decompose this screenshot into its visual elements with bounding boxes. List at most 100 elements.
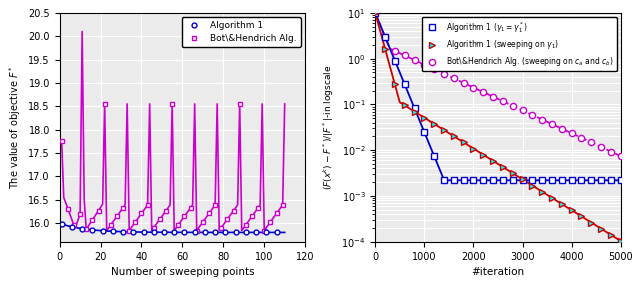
Bot\&Hendrich Alg. (sweeping on $c_a$ and $c_b$)	[420, 63, 428, 66]
Algorithm 1 (sweeping on $\gamma_1$)	[411, 110, 419, 113]
Bot\&Hendrich Alg.	[193, 229, 200, 232]
Bot\&Hendrich Alg. (sweeping on $c_a$ and $c_b$)	[440, 72, 448, 76]
Bot\&Hendrich Alg. (sweeping on $c_a$ and $c_b$)	[381, 35, 389, 38]
Algorithm 1	[242, 231, 250, 234]
Bot\&Hendrich Alg.	[76, 212, 84, 216]
Algorithm 1 ($\gamma_1 = \gamma_1^*$)	[568, 179, 575, 182]
Legend: Algorithm 1, Bot\&Hendrich Alg.: Algorithm 1, Bot\&Hendrich Alg.	[182, 17, 301, 47]
Algorithm 1	[252, 231, 260, 234]
Bot\&Hendrich Alg.	[211, 203, 219, 207]
Algorithm 1	[201, 231, 209, 234]
Bot\&Hendrich Alg.	[223, 218, 231, 221]
Bot\&Hendrich Alg. (sweeping on $c_a$ and $c_b$)	[509, 104, 516, 108]
Algorithm 1 (sweeping on $\gamma_1$)	[568, 208, 575, 212]
Algorithm 1 ($\gamma_1 = \gamma_1^*$)	[479, 179, 487, 182]
Algorithm 1 ($\gamma_1 = \gamma_1^*$)	[401, 83, 408, 86]
Bot\&Hendrich Alg.	[180, 215, 188, 218]
Bot\&Hendrich Alg. (sweeping on $c_a$ and $c_b$)	[450, 77, 458, 80]
Algorithm 1 (sweeping on $\gamma_1$)	[558, 202, 566, 206]
Algorithm 1 ($\gamma_1 = \gamma_1^*$)	[420, 130, 428, 134]
Bot\&Hendrich Alg. (sweeping on $c_a$ and $c_b$)	[499, 99, 507, 103]
Algorithm 1 (sweeping on $\gamma_1$)	[607, 233, 615, 237]
Algorithm 1	[211, 231, 219, 234]
Y-axis label: $(F(x^k) - F^*)/|F^*|$-in logscale: $(F(x^k) - F^*)/|F^*|$-in logscale	[321, 65, 336, 190]
Algorithm 1	[119, 230, 127, 233]
Algorithm 1 ($\gamma_1 = \gamma_1^*$)	[518, 179, 526, 182]
Algorithm 1 (sweeping on $\gamma_1$)	[450, 135, 458, 138]
Bot\&Hendrich Alg.	[218, 226, 225, 229]
Bot\&Hendrich Alg. (sweeping on $c_a$ and $c_b$)	[518, 109, 526, 112]
Bot\&Hendrich Alg. (sweeping on $c_a$ and $c_b$)	[538, 118, 546, 121]
Algorithm 1 (sweeping on $\gamma_1$)	[509, 172, 516, 175]
Algorithm 1 (sweeping on $\gamma_1$)	[548, 196, 556, 200]
Algorithm 1 (sweeping on $\gamma_1$)	[529, 184, 536, 187]
Algorithm 1 (sweeping on $\gamma_1$)	[381, 47, 389, 50]
Algorithm 1 ($\gamma_1 = \gamma_1^*$)	[578, 179, 586, 182]
Bot\&Hendrich Alg.	[260, 229, 268, 232]
Bot\&Hendrich Alg. (sweeping on $c_a$ and $c_b$)	[558, 127, 566, 130]
Algorithm 1	[232, 231, 239, 234]
Algorithm 1 ($\gamma_1 = \gamma_1^*$)	[391, 59, 399, 62]
Algorithm 1	[78, 227, 86, 230]
Algorithm 1 ($\gamma_1 = \gamma_1^*$)	[371, 11, 379, 14]
Bot\&Hendrich Alg.	[107, 223, 115, 227]
Algorithm 1 (sweeping on $\gamma_1$)	[440, 128, 448, 132]
Bot\&Hendrich Alg.	[70, 224, 78, 227]
Bot\&Hendrich Alg.	[101, 102, 109, 106]
Bot\&Hendrich Alg.	[168, 102, 176, 106]
Bot\&Hendrich Alg.	[248, 215, 256, 218]
Algorithm 1 (sweeping on $\gamma_1$)	[578, 215, 586, 218]
Algorithm 1	[109, 229, 116, 233]
Bot\&Hendrich Alg. (sweeping on $c_a$ and $c_b$)	[489, 95, 497, 98]
Algorithm 1	[140, 230, 147, 234]
Algorithm 1	[170, 231, 178, 234]
Algorithm 1 ($\gamma_1 = \gamma_1^*$)	[538, 179, 546, 182]
Bot\&Hendrich Alg.	[113, 215, 121, 218]
Algorithm 1 ($\gamma_1 = \gamma_1^*$)	[607, 179, 615, 182]
Bot\&Hendrich Alg.	[242, 223, 250, 227]
Line: Algorithm 1: Algorithm 1	[60, 222, 279, 235]
Algorithm 1	[88, 228, 96, 232]
Algorithm 1 ($\gamma_1 = \gamma_1^*$)	[440, 178, 448, 181]
Algorithm 1	[221, 231, 229, 234]
Algorithm 1 (sweeping on $\gamma_1$)	[538, 190, 546, 193]
Algorithm 1 (sweeping on $\gamma_1$)	[499, 165, 507, 169]
Bot\&Hendrich Alg. (sweeping on $c_a$ and $c_b$)	[607, 150, 615, 153]
Algorithm 1	[180, 231, 188, 234]
Bot\&Hendrich Alg. (sweeping on $c_a$ and $c_b$)	[529, 113, 536, 117]
Bot\&Hendrich Alg.	[205, 212, 213, 215]
Algorithm 1	[273, 231, 280, 234]
Algorithm 1 ($\gamma_1 = \gamma_1^*$)	[450, 179, 458, 182]
Bot\&Hendrich Alg.	[279, 203, 287, 207]
Algorithm 1	[160, 231, 168, 234]
Algorithm 1 ($\gamma_1 = \gamma_1^*$)	[470, 179, 477, 182]
Bot\&Hendrich Alg. (sweeping on $c_a$ and $c_b$)	[411, 59, 419, 62]
Bot\&Hendrich Alg.	[83, 227, 90, 231]
Bot\&Hendrich Alg. (sweeping on $c_a$ and $c_b$)	[460, 81, 467, 85]
Bot\&Hendrich Alg.	[230, 209, 237, 212]
Algorithm 1 ($\gamma_1 = \gamma_1^*$)	[489, 179, 497, 182]
Y-axis label: The value of objective $F^*$: The value of objective $F^*$	[7, 65, 23, 189]
Algorithm 1 (sweeping on $\gamma_1$)	[460, 141, 467, 144]
Algorithm 1 (sweeping on $\gamma_1$)	[617, 239, 625, 243]
Bot\&Hendrich Alg. (sweeping on $c_a$ and $c_b$)	[588, 141, 595, 144]
Bot\&Hendrich Alg.	[138, 212, 145, 215]
Line: Bot\&Hendrich Alg. (sweeping on $c_a$ and $c_b$): Bot\&Hendrich Alg. (sweeping on $c_a$ an…	[372, 10, 624, 159]
Algorithm 1	[129, 230, 137, 234]
Algorithm 1 ($\gamma_1 = \gamma_1^*$)	[509, 179, 516, 182]
Bot\&Hendrich Alg. (sweeping on $c_a$ and $c_b$)	[617, 154, 625, 158]
Algorithm 1 ($\gamma_1 = \gamma_1^*$)	[460, 179, 467, 182]
Bot\&Hendrich Alg. (sweeping on $c_a$ and $c_b$)	[578, 136, 586, 139]
Algorithm 1 (sweeping on $\gamma_1$)	[518, 178, 526, 181]
Bot\&Hendrich Alg. (sweeping on $c_a$ and $c_b$)	[597, 145, 605, 149]
Algorithm 1	[191, 231, 198, 234]
Legend: Algorithm 1 ($\gamma_1 = \gamma_1^*$), Algorithm 1 (sweeping on $\gamma_1$), Bot: Algorithm 1 ($\gamma_1 = \gamma_1^*$), A…	[422, 17, 617, 71]
Bot\&Hendrich Alg.	[199, 220, 207, 224]
Bot\&Hendrich Alg.	[88, 218, 96, 222]
Algorithm 1 (sweeping on $\gamma_1$)	[479, 153, 487, 156]
Bot\&Hendrich Alg.	[131, 220, 139, 224]
Bot\&Hendrich Alg.	[144, 203, 152, 207]
Bot\&Hendrich Alg. (sweeping on $c_a$ and $c_b$)	[401, 54, 408, 57]
Algorithm 1 (sweeping on $\gamma_1$)	[391, 83, 399, 86]
Algorithm 1	[99, 229, 106, 232]
